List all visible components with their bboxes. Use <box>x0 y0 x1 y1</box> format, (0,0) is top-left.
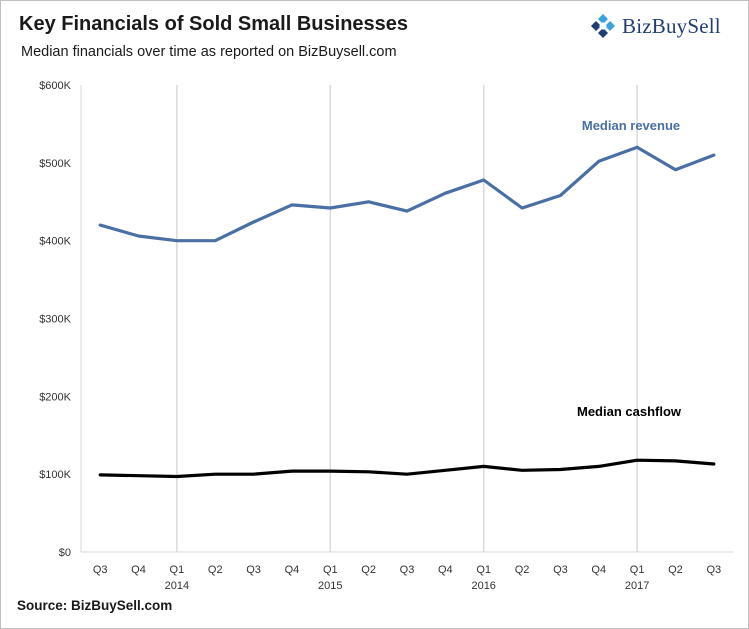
bizbuysell-logo: BizBuySell <box>590 13 721 39</box>
y-tick-label: $600K <box>39 80 71 92</box>
y-tick-label: $400K <box>39 236 71 248</box>
y-tick-label: $200K <box>39 391 71 403</box>
x-tick-label: Q2 <box>361 564 376 576</box>
y-tick-label: $300K <box>39 314 71 326</box>
x-tick-label: Q2 <box>208 564 223 576</box>
x-tick-label: Q3 <box>706 564 721 576</box>
x-tick-label: Q3 <box>246 564 261 576</box>
x-tick-label: Q4 <box>438 564 453 576</box>
x-tick-label: Q3 <box>93 564 108 576</box>
x-tick-label: Q3 <box>553 564 568 576</box>
logo-wordmark: BizBuySell <box>622 13 721 38</box>
y-tick-label: $100K <box>39 469 71 481</box>
x-tick-label: Q1 <box>170 564 185 576</box>
x-tick-label: Q4 <box>591 564 606 576</box>
x-year-label: 2014 <box>165 580 189 592</box>
x-tick-label: Q1 <box>630 564 645 576</box>
series-line-median-revenue <box>98 145 716 243</box>
x-tick-label: Q1 <box>476 564 491 576</box>
x-year-label: 2017 <box>625 580 649 592</box>
series-label-median-revenue: Median revenue <box>582 118 680 133</box>
x-tick-label: Q4 <box>131 564 146 576</box>
x-year-label: 2015 <box>318 580 342 592</box>
x-tick-label: Q1 <box>323 564 338 576</box>
bizbuysell-logo-icon <box>591 14 615 38</box>
x-tick-label: Q3 <box>400 564 415 576</box>
y-tick-label: $500K <box>39 158 71 170</box>
x-tick-label: Q2 <box>668 564 683 576</box>
series-line-median-cashflow <box>98 458 716 479</box>
x-year-label: 2016 <box>471 580 495 592</box>
x-tick-label: Q4 <box>285 564 300 576</box>
chart-subtitle: Median financials over time as reported … <box>21 44 397 60</box>
series-label-median-cashflow: Median cashflow <box>577 404 682 419</box>
y-tick-label: $0 <box>59 547 71 559</box>
x-tick-label: Q2 <box>515 564 530 576</box>
chart-title: Key Financials of Sold Small Businesses <box>19 13 409 35</box>
source-note: Source: BizBuySell.com <box>17 598 173 613</box>
